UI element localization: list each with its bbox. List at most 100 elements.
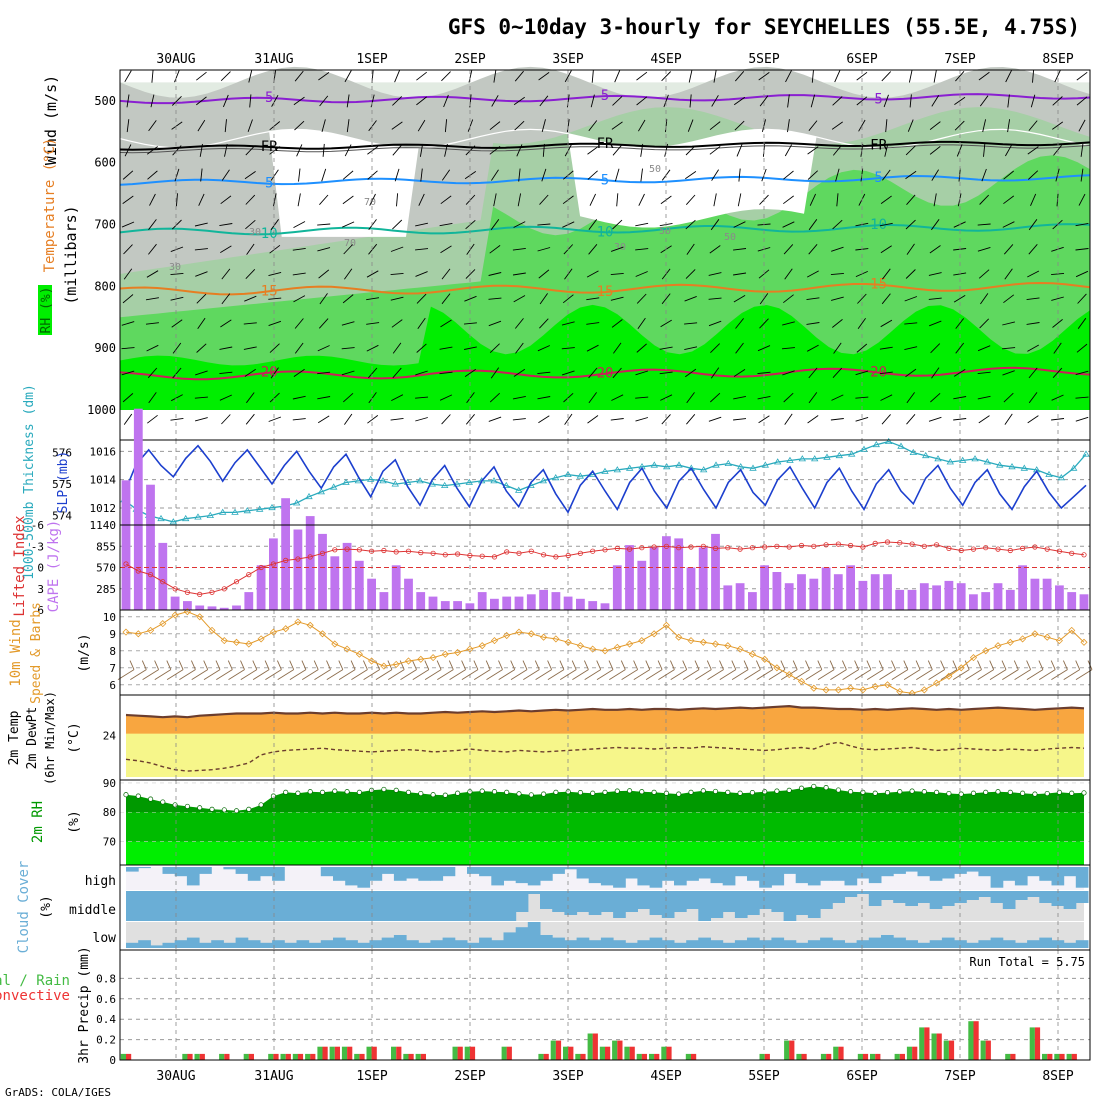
wind-speed-marker — [208, 626, 216, 634]
surface-wind-barb-flag — [1062, 660, 1068, 670]
rh-marker — [197, 805, 203, 811]
wind-speed-marker — [122, 628, 130, 636]
cloud-bar-high — [661, 867, 675, 881]
rh-marker — [663, 790, 669, 796]
cape-tick: 285 — [96, 583, 116, 596]
li-marker — [565, 552, 571, 559]
cape-bar — [1005, 589, 1015, 610]
wind-barb — [586, 270, 599, 278]
cloud-bar-middle — [954, 891, 967, 903]
rh-marker — [209, 806, 215, 812]
wind-barb — [539, 95, 549, 107]
wind-barb — [782, 321, 795, 326]
surface-wind-barb — [449, 669, 466, 680]
precip-bar-convective — [297, 1053, 304, 1060]
surface-wind-barb-flag — [645, 660, 651, 670]
rh-marker — [442, 792, 448, 798]
precip-bar-convective — [334, 1046, 340, 1060]
wind-barb — [857, 293, 867, 304]
precip-bar-total — [452, 1046, 458, 1060]
rh-marker — [135, 793, 141, 799]
thickness-marker — [909, 448, 918, 456]
wind-label-2: Speed & Barbs — [29, 602, 44, 704]
wind-barb — [219, 346, 233, 350]
wind-barb — [758, 72, 770, 81]
wind-speed-marker — [1055, 637, 1063, 645]
surface-wind-barb-flag — [375, 660, 381, 670]
rh-contour-label: 30 — [249, 227, 261, 238]
rh-marker — [1081, 790, 1087, 796]
wind-barb — [736, 144, 743, 157]
wind-barb — [1027, 415, 1039, 424]
li-marker — [872, 540, 878, 547]
wind-speed-marker — [797, 677, 806, 685]
date-label-bottom: 31AUG — [254, 1069, 293, 1084]
rh-marker — [479, 788, 485, 794]
surface-wind-barb — [301, 669, 319, 680]
wind-barb — [880, 319, 893, 328]
wind-speed-marker — [773, 664, 781, 672]
thickness-marker — [317, 488, 326, 495]
date-label-bottom: 30AUG — [156, 1069, 195, 1084]
wind-speed-marker — [994, 642, 1002, 650]
thickness-marker — [958, 456, 967, 463]
wind-barb — [979, 95, 989, 107]
wind-barb — [195, 370, 208, 376]
wind-speed-marker — [920, 686, 928, 694]
cloud-bar-low — [418, 942, 431, 948]
wind-barb — [708, 320, 722, 327]
cloud-bar-middle — [320, 891, 334, 921]
li-marker — [418, 549, 424, 556]
surface-wind-barb — [191, 669, 208, 680]
wind-barb — [296, 144, 303, 157]
wind-barb — [317, 371, 331, 375]
wind-barb — [684, 346, 698, 351]
cloud-bar-high — [235, 867, 249, 874]
wind-barb — [637, 317, 646, 330]
cloud-unit: (%) — [39, 895, 54, 918]
precip-tick: 0.2 — [96, 1034, 116, 1047]
surface-wind-barb — [154, 669, 172, 680]
wind-barb — [221, 169, 230, 181]
wind-barb — [685, 145, 696, 156]
wind-speed-marker — [785, 671, 793, 679]
wind-barb — [1052, 96, 1063, 106]
cape-bar — [919, 583, 929, 610]
precip-bar-total — [599, 1046, 605, 1060]
surface-wind-barb-flag — [166, 660, 172, 670]
wind-barb — [243, 346, 257, 350]
wind-barb — [317, 396, 331, 400]
cloud-bar-middle — [710, 891, 724, 918]
cape-bar — [305, 516, 315, 610]
wind-barb — [929, 121, 941, 130]
li-marker — [504, 549, 510, 555]
wind-barb — [610, 272, 624, 276]
wind-barb — [199, 143, 203, 157]
surface-wind-barb — [854, 669, 872, 680]
cloud-bar-low — [1063, 942, 1077, 948]
rh-marker — [246, 806, 252, 812]
wind-barb — [1051, 418, 1065, 421]
cloud-bar-middle — [844, 891, 858, 897]
wind-barb — [1056, 193, 1059, 207]
wind-barb — [219, 371, 233, 375]
cape-bar — [649, 547, 659, 610]
rh-marker — [725, 789, 731, 795]
surface-wind-barb-flag — [829, 660, 835, 670]
wind-speed-marker — [294, 618, 302, 626]
wind-speed-marker — [343, 645, 351, 653]
wind-barb — [196, 71, 207, 81]
wind-speed-marker — [687, 637, 695, 645]
wind-barb — [220, 319, 232, 328]
wind-speed-marker — [245, 640, 253, 648]
cloud-bar-high — [186, 867, 200, 886]
cloud-bar-low — [954, 940, 967, 948]
surface-wind-barbs — [117, 660, 1093, 680]
rh-marker — [381, 786, 387, 792]
rh-marker — [332, 788, 338, 794]
wind-barb — [885, 119, 888, 133]
rh-marker — [946, 790, 952, 797]
wind-barb — [341, 321, 355, 326]
surface-wind-barb-flag — [571, 660, 577, 670]
